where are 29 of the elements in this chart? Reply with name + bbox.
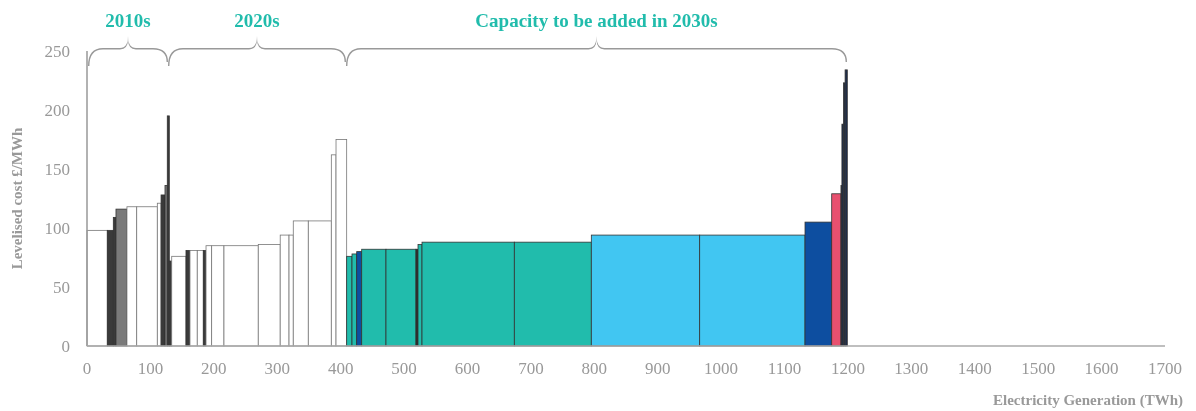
x-tick-label: 1700 — [1148, 359, 1182, 378]
x-tick-label: 1200 — [830, 359, 865, 378]
x-tick-label: 0 — [82, 359, 92, 378]
x-tick-label: 700 — [518, 359, 544, 378]
x-tick-label: 500 — [391, 359, 417, 378]
text: Capacity to be added in 2030s — [475, 10, 718, 31]
x-tick-label: 800 — [581, 359, 608, 378]
x-tick-label: 1000 — [704, 359, 739, 378]
y-tick-label: 150 — [44, 159, 70, 179]
y-axis-title: Levelised cost £/MWh — [9, 127, 25, 270]
x-tick-label: 900 — [644, 359, 671, 378]
y-tick-label: 100 — [44, 218, 70, 238]
y-tick-label: 250 — [44, 41, 70, 61]
x-tick-label: 300 — [264, 359, 290, 378]
x-tick-label: 1400 — [957, 359, 992, 378]
y-tick-label: 0 — [61, 336, 70, 356]
y-tick-label: 200 — [44, 100, 70, 120]
x-tick-label: 600 — [454, 359, 481, 378]
text: 2010s — [105, 10, 151, 31]
x-tick-label: 200 — [201, 359, 227, 378]
y-tick-label: 50 — [53, 277, 70, 297]
text: 2020s — [234, 10, 280, 31]
x-axis-title: Electricity Generation (TWh) — [993, 392, 1183, 409]
x-tick-label: 1500 — [1021, 359, 1056, 378]
x-tick-label: 400 — [327, 359, 354, 378]
x-tick-label: 100 — [137, 359, 164, 378]
x-tick-label: 1300 — [894, 359, 929, 378]
x-tick-label: 1100 — [767, 359, 802, 378]
x-tick-label: 1600 — [1084, 359, 1119, 378]
